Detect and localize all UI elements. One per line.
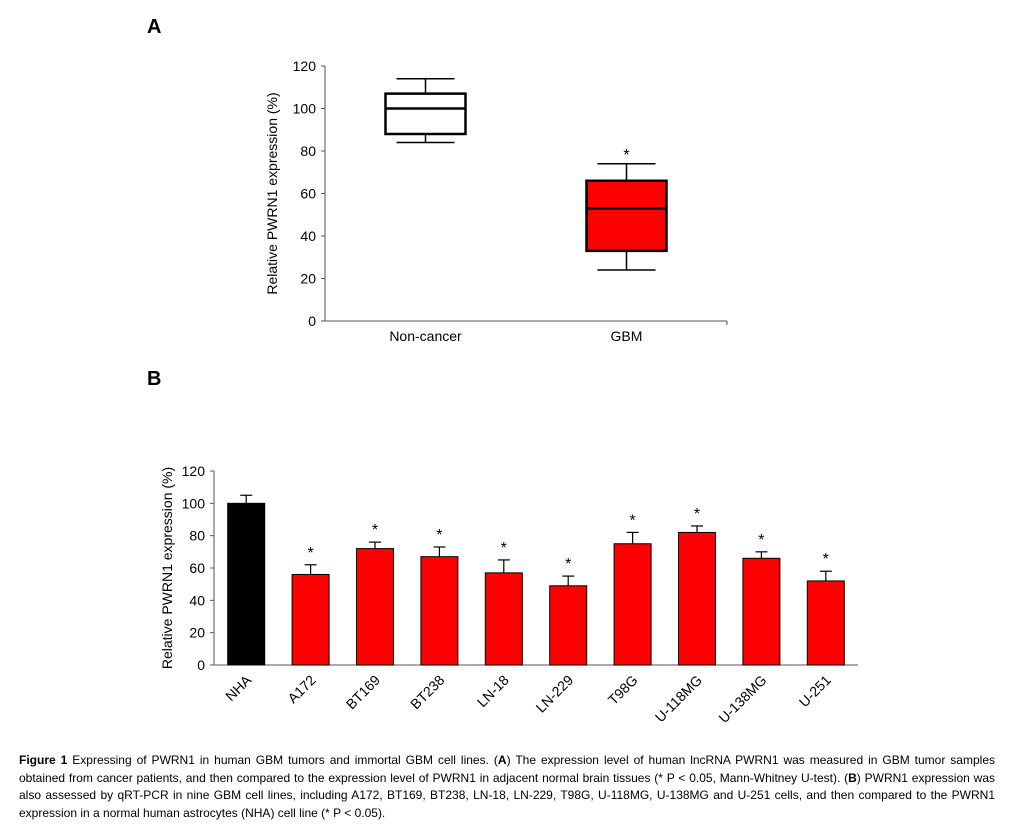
significance-marker: * (823, 551, 829, 568)
caption-text-1: Expressing of PWRN1 in human GBM tumors … (67, 753, 498, 767)
y-tick-label: 120 (293, 58, 317, 74)
y-tick-label: 0 (197, 657, 205, 673)
y-tick-label: 40 (189, 592, 205, 608)
bar (613, 543, 652, 666)
y-tick-label: 100 (293, 101, 317, 117)
y-tick-label: 40 (300, 228, 316, 244)
bar (678, 531, 716, 666)
significance-marker: * (623, 147, 629, 164)
caption-label: Figure 1 (19, 753, 68, 767)
bar (227, 502, 266, 666)
y-tick-label: 80 (300, 143, 316, 159)
significance-marker: * (372, 522, 378, 539)
panel-b-label: B (147, 368, 162, 390)
x-category-label: Non-cancer (389, 328, 462, 344)
bar-chart-panel-b: 0 20 40 60 80 100 120 Relative PWRN1 expression… (159, 463, 858, 726)
x-category-label: A172 (284, 672, 319, 707)
bar (806, 580, 845, 666)
caption-text-2: ) The expression level of human lncRNA P… (19, 753, 995, 785)
y-axis-label: Relative PWRN1 expression (%) (159, 467, 175, 669)
caption-letter-b: B (848, 770, 857, 785)
caption-text-3: ) PWRN1 expression was also assessed by … (19, 770, 995, 820)
box-iqr (585, 179, 668, 253)
box-plot-panel-a: 0 20 40 60 80 100 120 Relative PWRN1 expression… (264, 58, 728, 344)
bar (420, 556, 459, 666)
x-category-label: U-118MG (652, 672, 705, 725)
bar (484, 572, 523, 666)
y-tick-label: 100 (182, 495, 206, 511)
significance-marker: * (436, 527, 442, 544)
x-category-label: U-251 (796, 672, 834, 710)
significance-marker: * (629, 512, 635, 529)
significance-marker: * (758, 532, 764, 549)
y-tick-label: 60 (189, 560, 205, 576)
bar (742, 557, 781, 666)
y-tick-label: 60 (300, 186, 316, 202)
x-category-label: LN-229 (533, 672, 577, 716)
y-tick-label: 120 (182, 463, 206, 479)
y-axis-label: Relative PWRN1 expression (%) (264, 92, 280, 294)
y-tick-label: 20 (300, 271, 316, 287)
box-iqr (384, 92, 467, 136)
bar (356, 548, 394, 666)
x-category-label: GBM (611, 328, 643, 344)
x-category-label: BT169 (343, 672, 384, 713)
bar (291, 573, 330, 666)
panel-a-label: A (147, 16, 162, 38)
significance-marker: * (694, 506, 700, 523)
significance-marker: * (565, 556, 571, 573)
y-tick-label: 0 (308, 313, 316, 329)
significance-marker: * (501, 540, 507, 557)
x-category-label: NHA (222, 671, 255, 704)
caption-letter-a: A (497, 753, 507, 767)
x-category-label: BT238 (407, 672, 448, 713)
x-category-label: T98G (605, 672, 641, 708)
x-category-label: U-138MG (715, 672, 769, 726)
figure-caption: Figure 1 Expressing of PWRN1 in human GB… (19, 752, 995, 822)
y-tick-label: 20 (189, 625, 205, 641)
y-tick-label: 80 (189, 528, 205, 544)
significance-marker: * (307, 545, 313, 562)
x-category-label: LN-18 (474, 672, 512, 710)
bar (549, 585, 588, 666)
